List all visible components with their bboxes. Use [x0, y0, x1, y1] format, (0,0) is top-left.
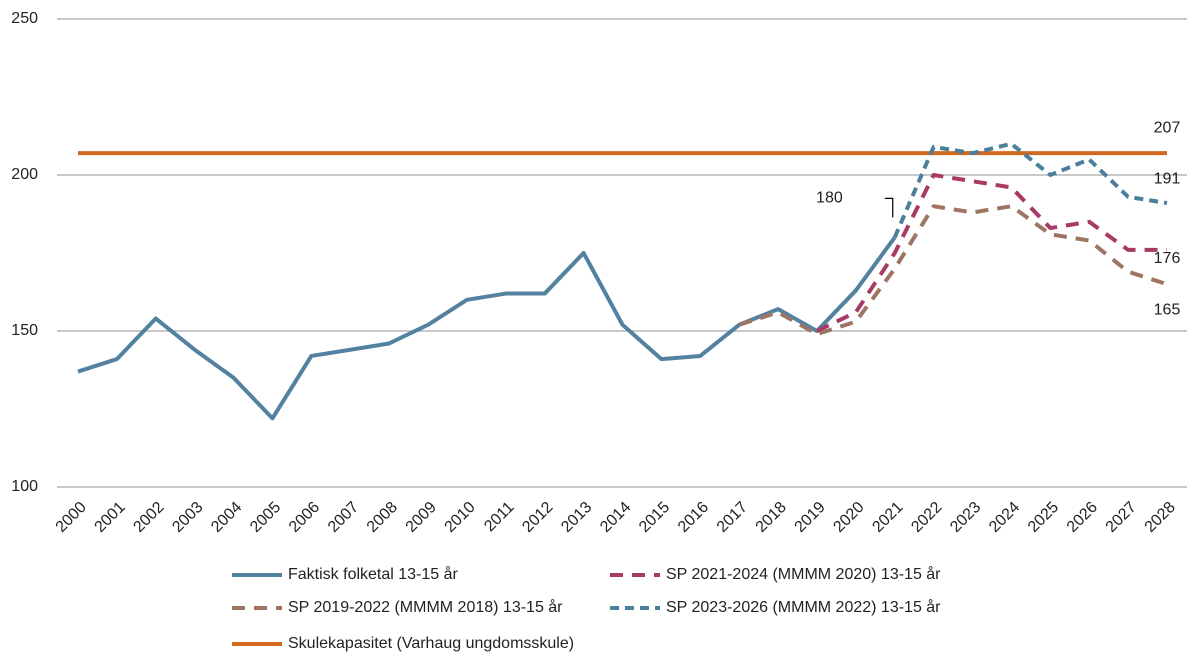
x-tick-label: 2026: [1064, 499, 1101, 536]
legend-label: SP 2019-2022 (MMMM 2018) 13-15 år: [288, 598, 563, 616]
x-tick-label: 2001: [92, 499, 129, 536]
x-tick-label: 2020: [830, 499, 867, 536]
x-tick-label: 2009: [403, 499, 440, 536]
x-tick-label: 2016: [675, 499, 712, 536]
y-tick-label: 150: [11, 322, 38, 339]
x-tick-label: 2025: [1025, 499, 1062, 536]
leader-line: [884, 197, 894, 218]
x-tick-label: 2024: [986, 499, 1023, 536]
legend-label: SP 2021-2024 (MMMM 2020) 13-15 år: [666, 565, 941, 583]
x-tick-label: 2005: [247, 499, 284, 536]
x-tick-label: 2028: [1142, 499, 1179, 536]
data-label: 180: [816, 190, 843, 207]
series-line: [738, 204, 1168, 337]
legend-label: Faktisk folketal 13-15 år: [288, 565, 459, 583]
x-tick-label: 2015: [636, 499, 673, 536]
y-tick-label: 250: [11, 10, 38, 27]
y-tick-label: 100: [11, 478, 38, 495]
data-label: 207: [1154, 119, 1181, 136]
data-label: 176: [1154, 250, 1181, 267]
x-tick-label: 2010: [442, 499, 479, 536]
x-tick-label: 2011: [481, 499, 517, 535]
series-line: [892, 141, 1168, 239]
x-tick-label: 2014: [597, 499, 634, 536]
x-tick-label: 2017: [714, 499, 751, 536]
x-tick-label: 2006: [286, 499, 323, 536]
x-tick-label: 2023: [947, 499, 984, 536]
x-tick-label: 2019: [792, 499, 829, 536]
x-tick-label: 2003: [169, 499, 206, 536]
x-tick-label: 2012: [519, 499, 556, 536]
x-tick-label: 2008: [364, 499, 401, 536]
x-tick-label: 2027: [1103, 499, 1140, 536]
x-tick-label: 2021: [869, 499, 906, 536]
data-label: 191: [1154, 170, 1181, 187]
x-tick-label: 2013: [558, 499, 595, 536]
legend-label: SP 2023-2026 (MMMM 2022) 13-15 år: [666, 598, 941, 616]
x-tick-label: 2004: [208, 499, 245, 536]
series-line: [816, 173, 1167, 333]
legend-label: Skulekapasitet (Varhaug ungdomsskule): [288, 635, 574, 652]
y-tick-label: 200: [11, 166, 38, 183]
x-tick-label: 2002: [130, 499, 167, 536]
data-label: 165: [1154, 301, 1181, 318]
x-tick-label: 2022: [908, 499, 945, 536]
x-tick-label: 2000: [53, 499, 90, 536]
x-tick-label: 2018: [753, 499, 790, 536]
series-line: [77, 236, 897, 421]
x-tick-label: 2007: [325, 499, 362, 536]
